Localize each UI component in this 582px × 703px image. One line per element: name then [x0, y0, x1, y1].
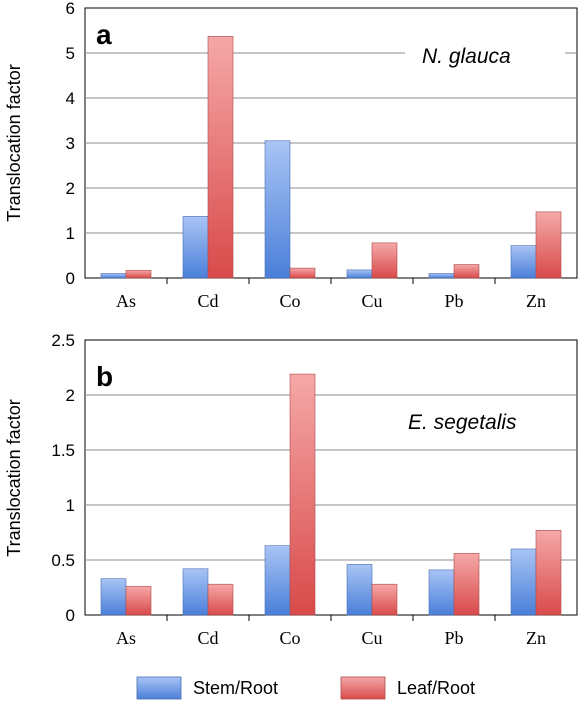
- bar-stem-co: [264, 545, 291, 616]
- y-tick-label: 4: [66, 89, 75, 108]
- bar-stem-as: [100, 578, 127, 616]
- y-tick-label: 0.5: [51, 551, 75, 570]
- y-tick-label: 0: [66, 269, 75, 288]
- x-tick-label: Cd: [197, 628, 218, 648]
- bars-a: [100, 36, 562, 279]
- panel-label-a: a: [96, 19, 112, 50]
- panel-b-label-bg: [92, 358, 126, 394]
- species-b-bg: [395, 405, 560, 441]
- x-tick-label: As: [116, 291, 136, 311]
- x-tick-label: As: [116, 628, 136, 648]
- legend-swatch-leaf: [340, 676, 386, 700]
- bar-leaf-as: [125, 270, 152, 279]
- chart-panel-a: 0 1 2 3 4 5 6 As Cd Co Cu Pb Zn a N. glauca Translo…: [4, 0, 578, 311]
- y-tick-label: 1: [66, 496, 75, 515]
- bar-stem-cu: [346, 564, 373, 616]
- y-tick-label: 1.5: [51, 441, 75, 460]
- legend: Stem/Root Leaf/Root: [136, 676, 475, 700]
- bar-leaf-cu: [371, 242, 398, 279]
- y-ticks-a: 0 1 2 3 4 5 6: [66, 0, 75, 288]
- y-axis-title-a: Translocation factor: [4, 64, 24, 221]
- bar-stem-zn: [510, 245, 537, 279]
- x-tick-label: Zn: [526, 291, 546, 311]
- y-ticks-b: 0 0.5 1 1.5 2 2.5: [51, 331, 75, 625]
- bar-leaf-cd: [207, 36, 234, 279]
- gridlines-a: [85, 52, 577, 284]
- bar-stem-cd: [182, 568, 209, 616]
- bar-leaf-cd: [207, 583, 234, 616]
- legend-label-stem: Stem/Root: [193, 678, 278, 698]
- bar-stem-zn: [510, 548, 537, 616]
- bars-b: [100, 373, 562, 616]
- x-categories-b: As Cd Co Cu Pb Zn: [116, 628, 546, 648]
- bar-stem-pb: [428, 273, 455, 279]
- x-tick-label: Cu: [361, 628, 382, 648]
- y-axis-title-b: Translocation factor: [4, 399, 24, 556]
- species-label-b: E. segetalis: [408, 411, 517, 434]
- x-categories-a: As Cd Co Cu Pb Zn: [116, 291, 546, 311]
- bar-leaf-as: [125, 586, 152, 616]
- y-tick-label: 1: [66, 224, 75, 243]
- bar-leaf-cu: [371, 583, 398, 616]
- bar-stem-as: [100, 273, 127, 279]
- y-tick-label: 6: [66, 0, 75, 18]
- legend-label-leaf: Leaf/Root: [397, 678, 475, 698]
- bar-leaf-pb: [453, 264, 480, 279]
- gridlines-b: [85, 394, 577, 621]
- y-tick-label: 2: [66, 386, 75, 405]
- legend-swatch-stem: [136, 676, 182, 700]
- chart-panel-b: 0 0.5 1 1.5 2 2.5 As Cd Co Cu Pb Zn b E. segetalis…: [4, 331, 578, 648]
- bar-stem-cu: [346, 269, 373, 279]
- bar-leaf-zn: [535, 211, 562, 279]
- bar-stem-cd: [182, 216, 209, 279]
- bar-leaf-pb: [453, 553, 480, 616]
- bar-stem-pb: [428, 569, 455, 616]
- bar-stem-co: [264, 140, 291, 279]
- plot-frame-b: [84, 339, 578, 616]
- panel-a-label-bg: [92, 14, 126, 50]
- bar-leaf-co: [289, 267, 316, 279]
- bar-leaf-co: [289, 373, 316, 616]
- species-a-bg: [405, 38, 565, 74]
- y-tick-label: 5: [66, 44, 75, 63]
- bar-leaf-zn: [535, 529, 562, 616]
- x-tick-label: Co: [279, 628, 300, 648]
- y-tick-label: 2: [66, 179, 75, 198]
- x-tick-label: Cd: [197, 291, 218, 311]
- x-tick-label: Pb: [444, 291, 463, 311]
- x-tick-label: Co: [279, 291, 300, 311]
- x-tick-label: Zn: [526, 628, 546, 648]
- x-tick-label: Cu: [361, 291, 382, 311]
- x-tick-label: Pb: [444, 628, 463, 648]
- y-tick-label: 0: [66, 606, 75, 625]
- panel-label-b: b: [96, 361, 113, 392]
- y-tick-label: 2.5: [51, 331, 75, 350]
- y-tick-label: 3: [66, 134, 75, 153]
- species-label-a: N. glauca: [422, 45, 511, 68]
